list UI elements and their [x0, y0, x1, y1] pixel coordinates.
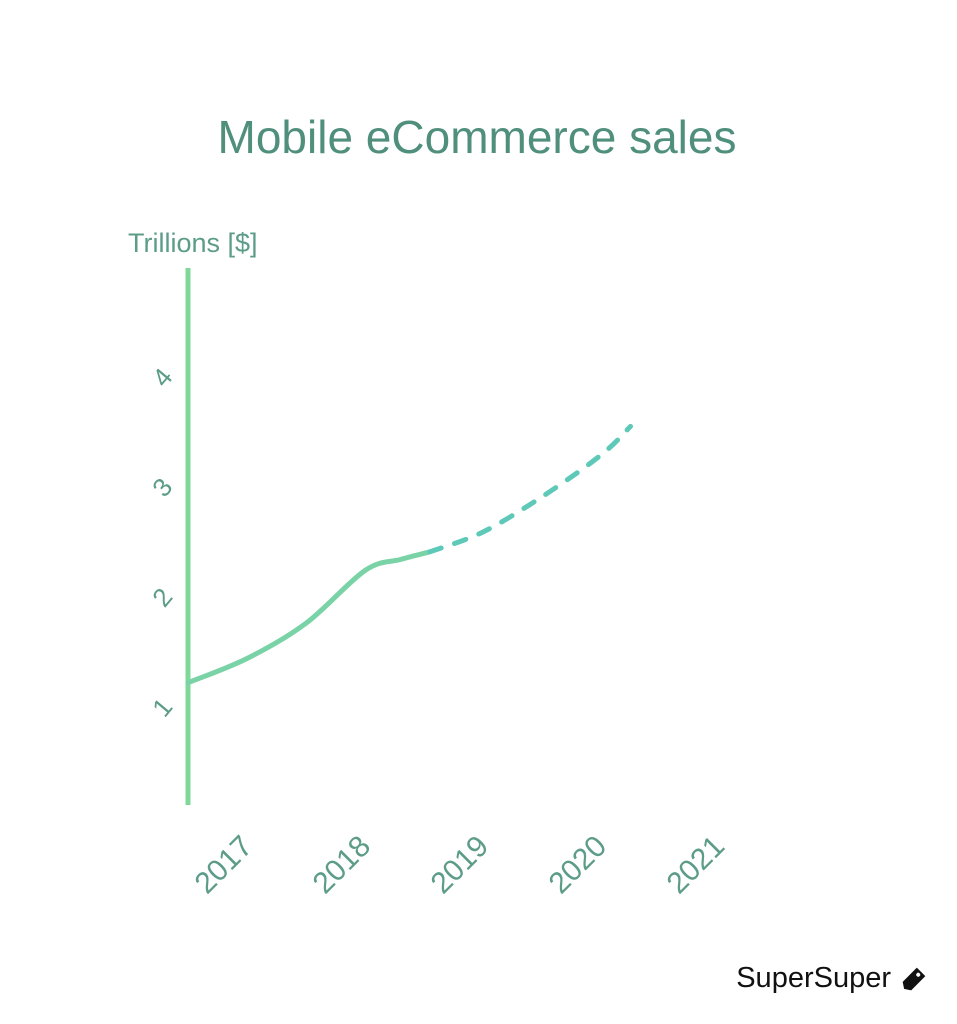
- x-tick-label: 2020: [543, 830, 614, 901]
- y-tick-label: 2: [146, 582, 178, 612]
- x-tick-label: 2017: [189, 830, 260, 901]
- brand-name: SuperSuper: [736, 962, 891, 994]
- y-tick-label: 3: [146, 472, 178, 502]
- y-tick-label: 4: [146, 362, 178, 392]
- series-line-projected: [427, 423, 633, 555]
- x-tick-label: 2018: [307, 830, 378, 901]
- series-line-actual: [185, 549, 433, 686]
- price-tag-icon: [902, 967, 926, 990]
- chart-title: Mobile eCommerce sales: [218, 111, 737, 163]
- x-tick-label: 2019: [425, 830, 496, 901]
- brand-logo: SuperSuper: [736, 962, 929, 995]
- y-axis-label: Trillions [$]: [128, 228, 258, 258]
- series-layer: [185, 423, 633, 686]
- y-tick-label: 1: [146, 692, 178, 722]
- x-tick-labels: 2017 2018 2019 2020 2021: [189, 830, 732, 901]
- y-tick-labels: 1 2 3 4: [146, 362, 178, 722]
- x-tick-label: 2021: [661, 830, 732, 901]
